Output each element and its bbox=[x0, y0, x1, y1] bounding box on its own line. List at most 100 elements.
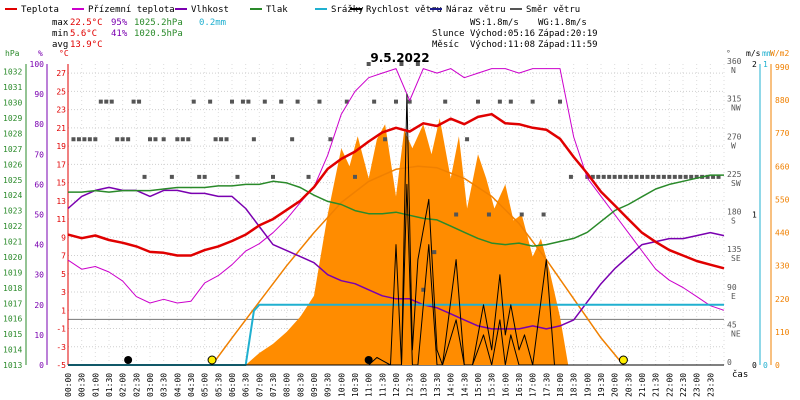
tick-wm2: 880 bbox=[775, 96, 790, 105]
wind-dir-point bbox=[120, 137, 125, 142]
wind-dir-point bbox=[366, 62, 371, 66]
wind-dir-point bbox=[716, 174, 721, 179]
tick-x: 09:00 bbox=[310, 373, 319, 397]
axis-deg-unit: ° bbox=[726, 49, 731, 58]
tick-x: 21:00 bbox=[638, 373, 647, 397]
tick-temp: 23 bbox=[56, 106, 66, 115]
wind-dir-point bbox=[98, 99, 103, 104]
wind-dir-point bbox=[519, 212, 524, 217]
info-sunset: Západ:20:19 bbox=[538, 29, 598, 39]
tick-x: 14:30 bbox=[460, 373, 469, 397]
stat-avg-temp: 13.9°C bbox=[70, 40, 103, 50]
tick-hpa: 1017 bbox=[3, 299, 22, 308]
stat-max-rain: 0.2mm bbox=[199, 18, 226, 28]
chart-title: 9.5.2022 bbox=[370, 51, 429, 65]
tick-dir-name: NW bbox=[731, 104, 741, 113]
moonrise-marker bbox=[124, 356, 133, 364]
wind-dir-point bbox=[530, 99, 535, 104]
tick-hpa: 1032 bbox=[3, 68, 22, 77]
tick-dir-name: W bbox=[731, 141, 736, 150]
tick-hpa: 1013 bbox=[3, 361, 22, 370]
sunset-marker bbox=[618, 355, 628, 365]
wind-dir-point bbox=[432, 250, 437, 255]
tick-temp: 9 bbox=[61, 233, 66, 242]
tick-x: 20:30 bbox=[624, 373, 633, 397]
wind-dir-point bbox=[678, 174, 683, 179]
axis-ms-unit: m/s bbox=[746, 49, 761, 58]
tick-x: 05:30 bbox=[214, 373, 223, 397]
legend-item: Přízemní teplota bbox=[72, 5, 175, 15]
wind-dir-point bbox=[590, 174, 595, 179]
wind-dir-point bbox=[235, 174, 240, 179]
wind-dir-point bbox=[202, 174, 207, 179]
series-hum bbox=[67, 186, 725, 330]
tick-hpa: 1016 bbox=[3, 315, 22, 324]
wind-dir-point bbox=[353, 174, 357, 179]
tick-wm2: 770 bbox=[775, 129, 790, 138]
tick-hpa: 1022 bbox=[3, 222, 22, 231]
wind-dir-point bbox=[661, 174, 666, 179]
wind-dir-point bbox=[541, 212, 546, 217]
tick-temp: 17 bbox=[56, 160, 66, 169]
wind-dir-point bbox=[683, 174, 688, 179]
wind-dir-point bbox=[175, 137, 180, 142]
tick-x: 07:30 bbox=[269, 373, 278, 397]
wind-dir-point bbox=[197, 174, 202, 179]
tick-dir-name: N bbox=[731, 66, 736, 75]
wind-dir-point bbox=[694, 174, 699, 179]
wind-dir-point bbox=[656, 174, 661, 179]
tick-x: 10:00 bbox=[337, 373, 346, 397]
tick-dir-name: E bbox=[731, 292, 736, 301]
tick-dir: 45 bbox=[727, 320, 737, 329]
tick-temp: -5 bbox=[56, 361, 66, 370]
tick-temp: 21 bbox=[56, 124, 66, 133]
tick-hpa: 1015 bbox=[3, 330, 22, 339]
stat-avg-label: avg bbox=[52, 40, 68, 50]
tick-x: 16:00 bbox=[501, 373, 510, 397]
tick-x: 19:30 bbox=[597, 373, 606, 397]
series-press bbox=[68, 174, 724, 247]
legend: Teplota Přízemní teplota Vlhkost Tlak Srážky… bbox=[5, 5, 580, 15]
series-temp bbox=[67, 112, 725, 270]
tick-dir-name: NE bbox=[731, 329, 741, 338]
wind-dir-point bbox=[705, 174, 710, 179]
tick-hpa: 1029 bbox=[3, 114, 22, 123]
wind-dir-point bbox=[607, 174, 612, 179]
wind-dir-point bbox=[612, 174, 617, 179]
tick-x: 13:30 bbox=[433, 373, 442, 397]
tick-x: 11:30 bbox=[378, 373, 387, 397]
tick-x: 05:00 bbox=[201, 373, 210, 397]
tick-x: 04:00 bbox=[173, 373, 182, 397]
tick-temp: 5 bbox=[61, 270, 66, 279]
tick-x: 23:00 bbox=[693, 373, 702, 397]
tick-hpa: 1024 bbox=[3, 191, 22, 200]
wind-dir-point bbox=[486, 212, 491, 217]
tick-dir: 270 bbox=[727, 132, 742, 141]
sunrise-marker bbox=[207, 355, 217, 365]
wind-dir-point bbox=[208, 99, 213, 104]
stat-max-label: max bbox=[52, 18, 69, 28]
tick-wm2: 330 bbox=[775, 262, 790, 271]
tick-x: 22:00 bbox=[665, 373, 674, 397]
tick-hpa: 1018 bbox=[3, 284, 22, 293]
legend-label: Vlhkost bbox=[191, 5, 229, 15]
tick-dir: 0 bbox=[727, 358, 732, 367]
axis-pct-unit: % bbox=[38, 49, 43, 58]
legend-label: Tlak bbox=[266, 5, 288, 15]
tick-x: 19:00 bbox=[583, 373, 592, 397]
tick-x: 15:30 bbox=[488, 373, 497, 397]
info-moonset: Západ:11:59 bbox=[538, 40, 598, 50]
info-sunrise: Východ:05:16 bbox=[470, 29, 535, 39]
wind-dir-point bbox=[295, 99, 300, 104]
stat-max-temp: 22.5°C bbox=[70, 18, 103, 28]
wind-dir-point bbox=[623, 174, 628, 179]
tick-x: 18:30 bbox=[570, 373, 579, 397]
stat-min-temp: 5.6°C bbox=[70, 29, 97, 39]
wind-dir-point bbox=[383, 137, 388, 142]
tick-temp: 13 bbox=[56, 197, 66, 206]
tick-hpa: 1023 bbox=[3, 207, 22, 216]
tick-x: 20:00 bbox=[611, 373, 620, 397]
wind-dir-point bbox=[230, 99, 234, 104]
tick-hpa: 1028 bbox=[3, 129, 22, 138]
info-ws: WS:1.8m/s bbox=[470, 18, 519, 28]
